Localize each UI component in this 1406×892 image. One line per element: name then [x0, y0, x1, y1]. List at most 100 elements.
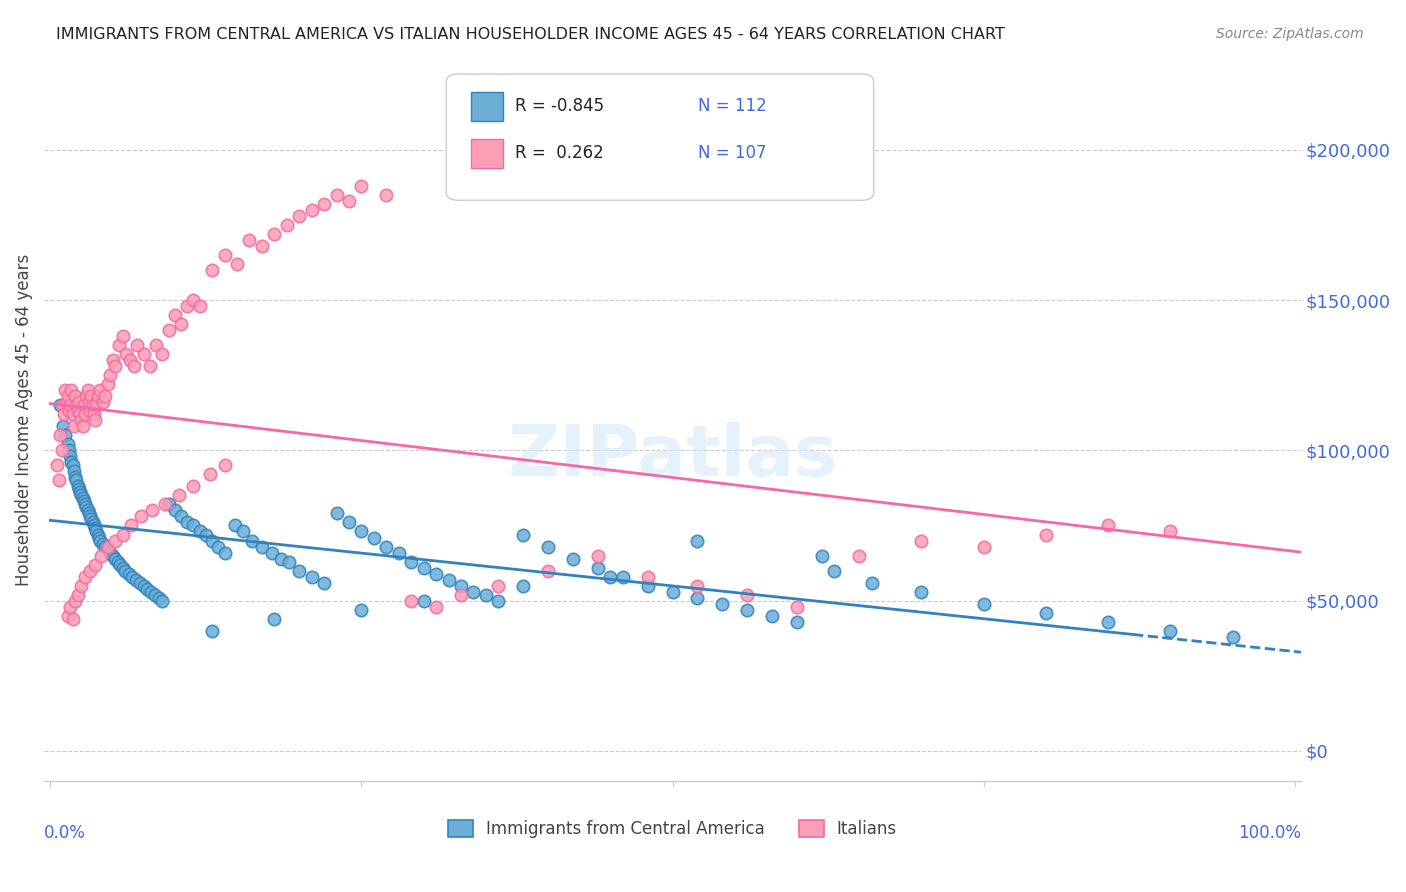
Point	[67, 395, 90, 409]
Point	[79, 564, 101, 578]
Point	[66, 404, 89, 418]
Point	[486, 593, 509, 607]
Point	[153, 498, 176, 512]
Point	[201, 263, 224, 277]
Point	[176, 516, 198, 530]
Point	[111, 329, 134, 343]
Point	[62, 612, 84, 626]
Point	[337, 516, 360, 530]
Text: ZIPatlas: ZIPatlas	[508, 422, 838, 491]
Point	[97, 542, 120, 557]
Point	[475, 588, 498, 602]
Point	[194, 527, 217, 541]
Point	[399, 593, 422, 607]
Point	[97, 540, 120, 554]
Y-axis label: Householder Income Ages 45 - 64 years: Householder Income Ages 45 - 64 years	[15, 254, 32, 586]
Point	[86, 524, 108, 539]
Point	[599, 569, 621, 583]
Point	[79, 404, 101, 418]
Point	[52, 398, 75, 412]
Point	[59, 450, 82, 464]
Point	[250, 540, 273, 554]
Point	[70, 579, 93, 593]
Point	[111, 527, 134, 541]
Point	[73, 494, 96, 508]
Point	[612, 569, 634, 583]
Point	[75, 498, 97, 512]
Text: N = 112: N = 112	[697, 97, 766, 115]
Point	[686, 533, 709, 548]
Text: 0.0%: 0.0%	[44, 824, 86, 842]
Point	[848, 549, 870, 563]
Point	[240, 533, 263, 548]
Point	[1222, 630, 1244, 644]
Point	[661, 584, 683, 599]
Point	[350, 524, 373, 539]
Point	[786, 615, 808, 629]
Point	[198, 467, 221, 482]
Point	[56, 608, 79, 623]
Point	[97, 377, 120, 392]
Point	[145, 338, 167, 352]
Point	[188, 524, 211, 539]
Point	[94, 389, 117, 403]
Point	[823, 564, 845, 578]
Point	[686, 579, 709, 593]
Point	[94, 540, 117, 554]
Point	[132, 347, 155, 361]
Point	[562, 551, 585, 566]
Point	[86, 389, 108, 403]
Point	[84, 413, 107, 427]
Point	[121, 569, 143, 583]
Point	[111, 560, 134, 574]
FancyBboxPatch shape	[446, 74, 873, 201]
Point	[53, 428, 76, 442]
Point	[77, 507, 100, 521]
Point	[49, 398, 72, 412]
Point	[65, 474, 87, 488]
Point	[98, 545, 121, 559]
Point	[399, 555, 422, 569]
Point	[450, 588, 472, 602]
Point	[412, 593, 434, 607]
Point	[82, 398, 104, 412]
Point	[91, 395, 114, 409]
Point	[62, 458, 84, 473]
Point	[72, 419, 94, 434]
Point	[786, 599, 808, 614]
Point	[65, 593, 87, 607]
Point	[80, 512, 103, 526]
Point	[973, 597, 995, 611]
Point	[735, 602, 758, 616]
Point	[1159, 624, 1181, 638]
Text: N = 107: N = 107	[697, 145, 766, 162]
Point	[65, 470, 87, 484]
Point	[90, 549, 112, 563]
Point	[183, 518, 205, 533]
Point	[1035, 527, 1057, 541]
Text: 100.0%: 100.0%	[1239, 824, 1301, 842]
Point	[136, 582, 159, 596]
Point	[139, 584, 162, 599]
Point	[59, 599, 82, 614]
Point	[735, 588, 758, 602]
Point	[141, 503, 163, 517]
Point	[811, 549, 834, 563]
Point	[226, 257, 249, 271]
Point	[325, 187, 347, 202]
Point	[910, 584, 932, 599]
Point	[363, 531, 385, 545]
Point	[586, 560, 609, 574]
Point	[75, 389, 97, 403]
Point	[70, 413, 93, 427]
Point	[214, 458, 236, 473]
Point	[122, 359, 145, 374]
Point	[66, 479, 89, 493]
Point	[69, 407, 91, 421]
Point	[288, 209, 311, 223]
Point	[163, 503, 186, 517]
Point	[53, 383, 76, 397]
Point	[170, 317, 193, 331]
Point	[66, 588, 89, 602]
Point	[65, 398, 87, 412]
